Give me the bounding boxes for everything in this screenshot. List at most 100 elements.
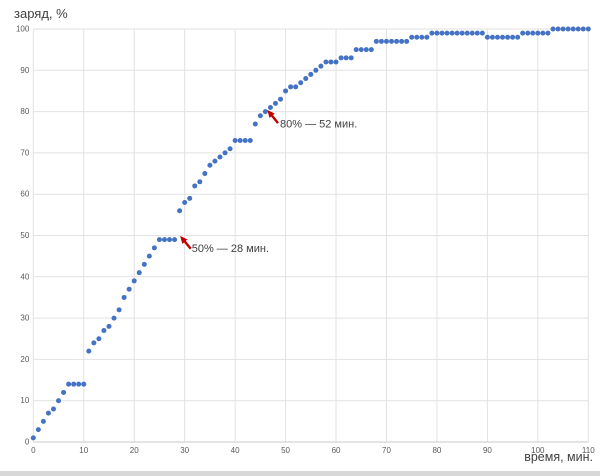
data-point bbox=[333, 59, 339, 65]
data-point bbox=[61, 389, 67, 395]
data-point bbox=[368, 47, 374, 53]
y-tick-label: 100 bbox=[16, 25, 30, 34]
data-point bbox=[469, 30, 475, 36]
data-point bbox=[454, 30, 460, 36]
y-tick-label: 30 bbox=[20, 314, 29, 323]
data-point bbox=[343, 55, 349, 61]
y-tick-label: 0 bbox=[25, 438, 30, 447]
data-point bbox=[86, 348, 92, 354]
data-point bbox=[156, 237, 162, 243]
data-point bbox=[474, 30, 480, 36]
annotation-arrow-head bbox=[180, 235, 188, 244]
data-point bbox=[575, 26, 581, 32]
data-point bbox=[35, 427, 41, 433]
data-point bbox=[50, 406, 56, 412]
x-tick-label: 110 bbox=[582, 446, 595, 455]
data-point bbox=[81, 381, 87, 387]
annotation-arrow-head bbox=[267, 109, 275, 118]
data-point bbox=[262, 109, 268, 115]
data-point bbox=[494, 34, 500, 40]
data-point bbox=[161, 237, 167, 243]
data-point bbox=[192, 183, 198, 189]
data-point bbox=[444, 30, 450, 36]
data-point bbox=[172, 237, 178, 243]
data-point bbox=[510, 34, 516, 40]
data-point bbox=[318, 63, 324, 69]
data-point bbox=[293, 84, 299, 90]
y-tick-label: 60 bbox=[20, 190, 29, 199]
annotation-label: 50% — 28 мин. bbox=[192, 243, 269, 255]
data-point bbox=[288, 84, 294, 90]
data-point bbox=[30, 435, 36, 441]
data-point bbox=[555, 26, 561, 32]
data-point bbox=[278, 96, 284, 102]
window-bottom-edge bbox=[0, 471, 600, 476]
data-point bbox=[434, 30, 440, 36]
x-tick-label: 90 bbox=[483, 446, 492, 455]
x-tick-label: 60 bbox=[332, 446, 341, 455]
y-tick-label: 40 bbox=[20, 272, 29, 281]
data-point bbox=[136, 270, 142, 276]
data-point bbox=[106, 323, 112, 329]
data-point bbox=[308, 71, 314, 77]
data-point bbox=[585, 26, 591, 32]
data-point bbox=[464, 30, 470, 36]
data-point bbox=[56, 398, 62, 404]
data-point bbox=[363, 47, 369, 53]
data-point bbox=[565, 26, 571, 32]
y-tick-label: 20 bbox=[20, 355, 29, 364]
data-point bbox=[232, 138, 238, 144]
data-point bbox=[242, 138, 248, 144]
data-point bbox=[383, 38, 389, 44]
x-tick-label: 30 bbox=[180, 446, 189, 455]
x-tick-label: 20 bbox=[130, 446, 139, 455]
data-point bbox=[126, 286, 132, 292]
data-point bbox=[530, 30, 536, 36]
data-point bbox=[40, 418, 46, 424]
data-point bbox=[550, 26, 556, 32]
data-point bbox=[489, 34, 495, 40]
data-point bbox=[257, 113, 263, 119]
data-point bbox=[267, 104, 273, 110]
x-tick-label: 100 bbox=[531, 446, 545, 455]
data-point bbox=[187, 195, 193, 201]
data-point bbox=[247, 138, 253, 144]
data-point bbox=[227, 146, 233, 152]
data-point bbox=[479, 30, 485, 36]
data-point bbox=[429, 30, 435, 36]
data-point bbox=[580, 26, 586, 32]
y-tick-label: 70 bbox=[20, 148, 29, 157]
data-point bbox=[197, 179, 203, 185]
data-point bbox=[167, 237, 173, 243]
data-point bbox=[96, 336, 102, 342]
x-tick-label: 70 bbox=[382, 446, 391, 455]
data-point bbox=[449, 30, 455, 36]
data-point bbox=[515, 34, 521, 40]
data-point bbox=[358, 47, 364, 53]
data-point bbox=[116, 307, 122, 313]
data-point bbox=[373, 38, 379, 44]
y-tick-label: 80 bbox=[20, 107, 29, 116]
data-point bbox=[535, 30, 541, 36]
x-axis-title: время, мин. bbox=[524, 450, 593, 464]
data-point bbox=[378, 38, 384, 44]
data-point bbox=[500, 34, 506, 40]
data-point bbox=[348, 55, 354, 61]
data-point bbox=[560, 26, 566, 32]
data-point bbox=[272, 100, 278, 106]
y-tick-label: 10 bbox=[20, 396, 29, 405]
data-point bbox=[484, 34, 490, 40]
annotation-label: 80% — 52 мин. bbox=[280, 118, 357, 130]
data-point bbox=[399, 38, 405, 44]
data-point bbox=[141, 261, 147, 267]
data-point bbox=[222, 150, 228, 156]
data-point bbox=[212, 158, 218, 164]
data-point bbox=[545, 30, 551, 36]
x-tick-label: 80 bbox=[432, 446, 441, 455]
data-point bbox=[394, 38, 400, 44]
data-point bbox=[505, 34, 511, 40]
data-point bbox=[439, 30, 445, 36]
data-point bbox=[313, 67, 319, 73]
data-point bbox=[217, 154, 223, 160]
